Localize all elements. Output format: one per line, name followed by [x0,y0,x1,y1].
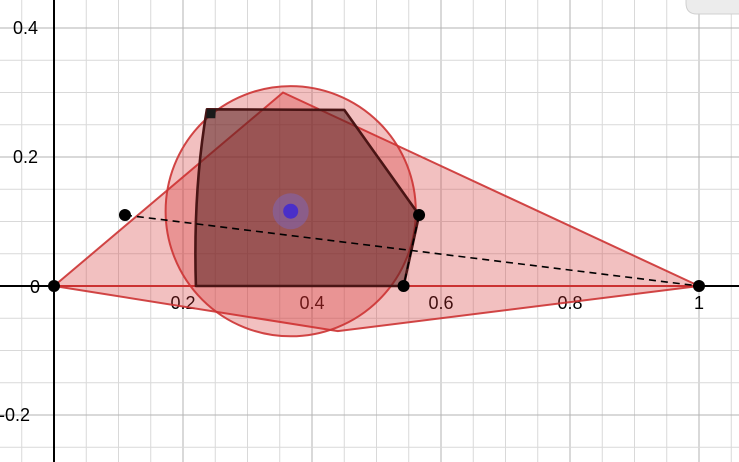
svg-text:0.4: 0.4 [13,18,38,38]
svg-text:-0.2: -0.2 [0,405,30,425]
svg-text:0.2: 0.2 [13,147,38,167]
svg-text:1: 1 [694,293,704,313]
svg-text:0: 0 [30,277,40,297]
